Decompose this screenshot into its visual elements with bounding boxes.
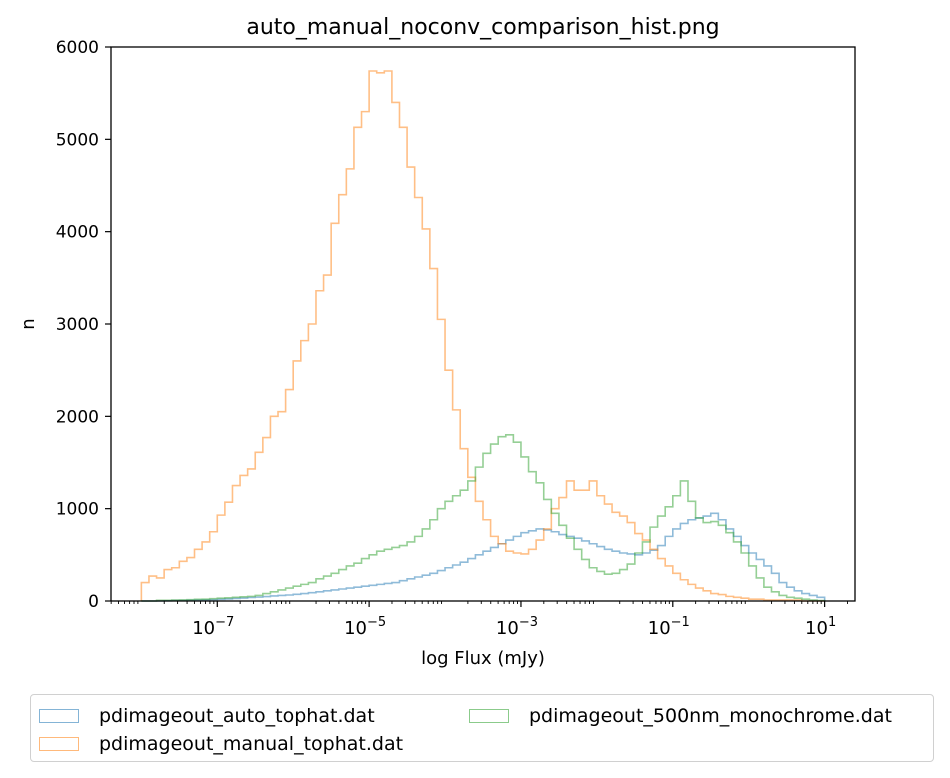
x-axis-label: log Flux (mJy): [421, 648, 545, 669]
x-tick-label-base: 10: [648, 618, 671, 639]
y-tick-label: 1000: [56, 500, 99, 520]
y-axis-ticks: 0 1000 2000 3000 4000 5000 6000: [56, 38, 111, 612]
x-tick-label-exponent: −1: [671, 615, 690, 630]
x-tick-label: 101: [805, 615, 836, 639]
histogram-series-1: [140, 70, 825, 602]
x-tick-label-exponent: −7: [215, 615, 234, 630]
legend-label-500nm-monochrome: pdimageout_500nm_monochrome.dat: [529, 705, 892, 727]
x-tick-label-base: 10: [192, 618, 215, 639]
y-tick-label: 2000: [56, 407, 99, 427]
x-tick-label-base: 10: [805, 618, 828, 639]
legend-item-auto-tophat: pdimageout_auto_tophat.dat: [39, 705, 375, 727]
legend-swatch-manual-tophat: [39, 737, 79, 751]
y-axis-label: n: [18, 318, 39, 329]
legend-swatch-500nm-monochrome: [469, 709, 509, 723]
x-tick-label-exponent: −3: [519, 615, 538, 630]
x-tick-label-base: 10: [344, 618, 367, 639]
y-tick-label: 5000: [56, 130, 99, 150]
x-tick-label: 10−3: [496, 615, 538, 639]
x-tick-label-base: 10: [496, 618, 519, 639]
legend-label-manual-tophat: pdimageout_manual_tophat.dat: [99, 733, 404, 755]
series-layer: [140, 70, 826, 602]
histogram-series-2: [141, 434, 826, 602]
legend-swatch-auto-tophat: [39, 709, 79, 723]
legend-item-manual-tophat: pdimageout_manual_tophat.dat: [39, 733, 403, 755]
y-tick-label: 4000: [56, 223, 99, 243]
x-tick-label-exponent: 1: [828, 615, 836, 630]
x-axis-ticks: 10−7 10−5 10−3 10−1 101: [110, 601, 848, 639]
legend-item-500nm-monochrome: pdimageout_500nm_monochrome.dat: [469, 705, 892, 727]
chart-legend: pdimageout_auto_tophat.dat pdimageout_ma…: [30, 694, 934, 762]
y-tick-label: 3000: [56, 315, 99, 335]
x-tick-label: 10−7: [192, 615, 234, 639]
y-tick-label: 0: [88, 592, 99, 612]
x-tick-label-exponent: −5: [367, 615, 386, 630]
histogram-series-0: [141, 512, 826, 602]
x-tick-label: 10−5: [344, 615, 386, 639]
chart-title: auto_manual_noconv_comparison_hist.png: [246, 15, 719, 40]
x-tick-label: 10−1: [648, 615, 690, 639]
y-tick-label: 6000: [56, 38, 99, 58]
legend-label-auto-tophat: pdimageout_auto_tophat.dat: [99, 705, 375, 727]
